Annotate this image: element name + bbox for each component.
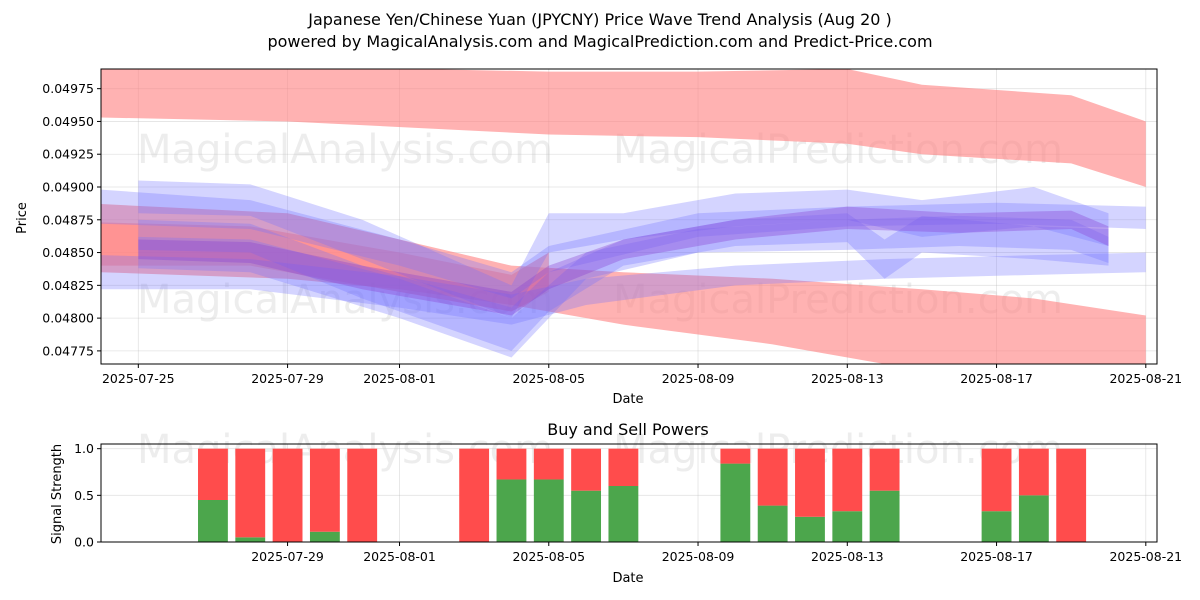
signal-plot-frame <box>100 443 1158 543</box>
x-tick-label: 2025-08-13 <box>811 371 884 386</box>
bar-x-tick-label: 2025-08-21 <box>1109 549 1182 564</box>
y-tick-label: 0.04800 <box>42 311 94 326</box>
sell-bar <box>272 448 303 542</box>
band-blue-channel-lower <box>101 252 1146 325</box>
band-blue-wave-3 <box>138 215 1109 358</box>
y-tick-label: 0.04975 <box>42 81 94 96</box>
buy-bar <box>1018 495 1049 542</box>
signal-plot-title: Buy and Sell Powers <box>547 420 709 439</box>
price-bands <box>101 69 1146 364</box>
band-purple-wave <box>138 206 1109 316</box>
sell-bar <box>496 448 527 480</box>
band-blue-wave-2 <box>138 213 1109 351</box>
signal-plot-xlabel: Date <box>612 571 643 586</box>
y-tick-label: 0.04775 <box>42 343 94 358</box>
y-tick-label: 0.04900 <box>42 180 94 195</box>
x-tick-label: 2025-08-21 <box>1109 371 1182 386</box>
buy-bar <box>832 511 863 542</box>
sell-bar <box>608 448 639 486</box>
sell-bar <box>795 448 825 517</box>
sell-bar <box>869 448 900 491</box>
sell-bar <box>198 448 228 500</box>
sell-bar <box>981 448 1012 512</box>
band-lower-red-band <box>101 204 1146 364</box>
y-tick-label: 0.04875 <box>42 212 94 227</box>
buy-bar <box>198 500 228 542</box>
x-tick-label: 2025-07-29 <box>251 371 324 386</box>
sell-bar <box>757 448 788 506</box>
bar-x-tick-label: 2025-08-01 <box>363 549 436 564</box>
y-tick-label: 0.04925 <box>42 147 94 162</box>
buy-bar <box>795 516 825 542</box>
signal-plot-ylabel: Signal Strength <box>50 444 65 544</box>
sell-bar <box>571 448 602 491</box>
signal-plot: MagicalAnalysis.comMagicalPrediction.com… <box>74 427 1182 564</box>
sell-bar <box>832 448 863 512</box>
x-tick-label: 2025-08-01 <box>363 371 436 386</box>
bar-x-tick-label: 2025-08-17 <box>960 549 1033 564</box>
sell-bar <box>459 448 490 542</box>
chart-title-line1: Japanese Yen/Chinese Yuan (JPYCNY) Price… <box>307 10 892 29</box>
x-tick-label: 2025-07-25 <box>102 371 175 386</box>
bar-x-tick-label: 2025-08-05 <box>512 549 585 564</box>
sell-bar <box>309 448 340 532</box>
sell-bar <box>533 448 564 480</box>
price-plot-frame <box>100 68 1158 365</box>
buy-bar <box>309 531 340 542</box>
bar-x-tick-label: 2025-07-29 <box>251 549 324 564</box>
buy-bar <box>533 479 564 542</box>
sell-bar <box>235 448 266 538</box>
y-tick-label: 0.04850 <box>42 245 94 260</box>
x-tick-label: 2025-08-17 <box>960 371 1033 386</box>
sell-bar <box>1018 448 1049 496</box>
sell-bar <box>1056 448 1087 542</box>
price-plot: MagicalAnalysis.com MagicalPrediction.com… <box>42 68 1182 386</box>
y-tick-label: 0.04950 <box>42 114 94 129</box>
price-plot-xlabel: Date <box>612 392 643 407</box>
bar-y-tick-label: 0.5 <box>74 488 94 503</box>
x-tick-label: 2025-08-09 <box>662 371 735 386</box>
buy-bar <box>496 479 527 542</box>
bar-y-tick-label: 0.0 <box>74 535 94 550</box>
buy-bar <box>869 490 900 542</box>
chart-title-line2: powered by MagicalAnalysis.com and Magic… <box>267 32 932 51</box>
sell-bar <box>347 448 378 542</box>
bar-x-tick-label: 2025-08-09 <box>662 549 735 564</box>
buy-bar <box>757 505 788 542</box>
watermark-analysis: MagicalAnalysis.com <box>137 127 553 173</box>
band-blue-wave-1 <box>138 180 1109 319</box>
x-tick-label: 2025-08-05 <box>512 371 585 386</box>
buy-bar <box>981 511 1012 542</box>
y-tick-label: 0.04825 <box>42 278 94 293</box>
buy-bar <box>720 463 751 542</box>
sell-bar <box>720 448 751 464</box>
bar-x-tick-label: 2025-08-13 <box>811 549 884 564</box>
buy-bar <box>235 537 266 542</box>
band-blue-channel-upper <box>101 189 1146 299</box>
buy-bar <box>571 490 602 542</box>
price-plot-ylabel: Price <box>15 202 30 234</box>
buy-bar <box>608 486 639 542</box>
band-main-red-wave <box>101 222 549 312</box>
bar-y-tick-label: 1.0 <box>74 441 94 456</box>
band-upper-red-band <box>101 69 1146 187</box>
